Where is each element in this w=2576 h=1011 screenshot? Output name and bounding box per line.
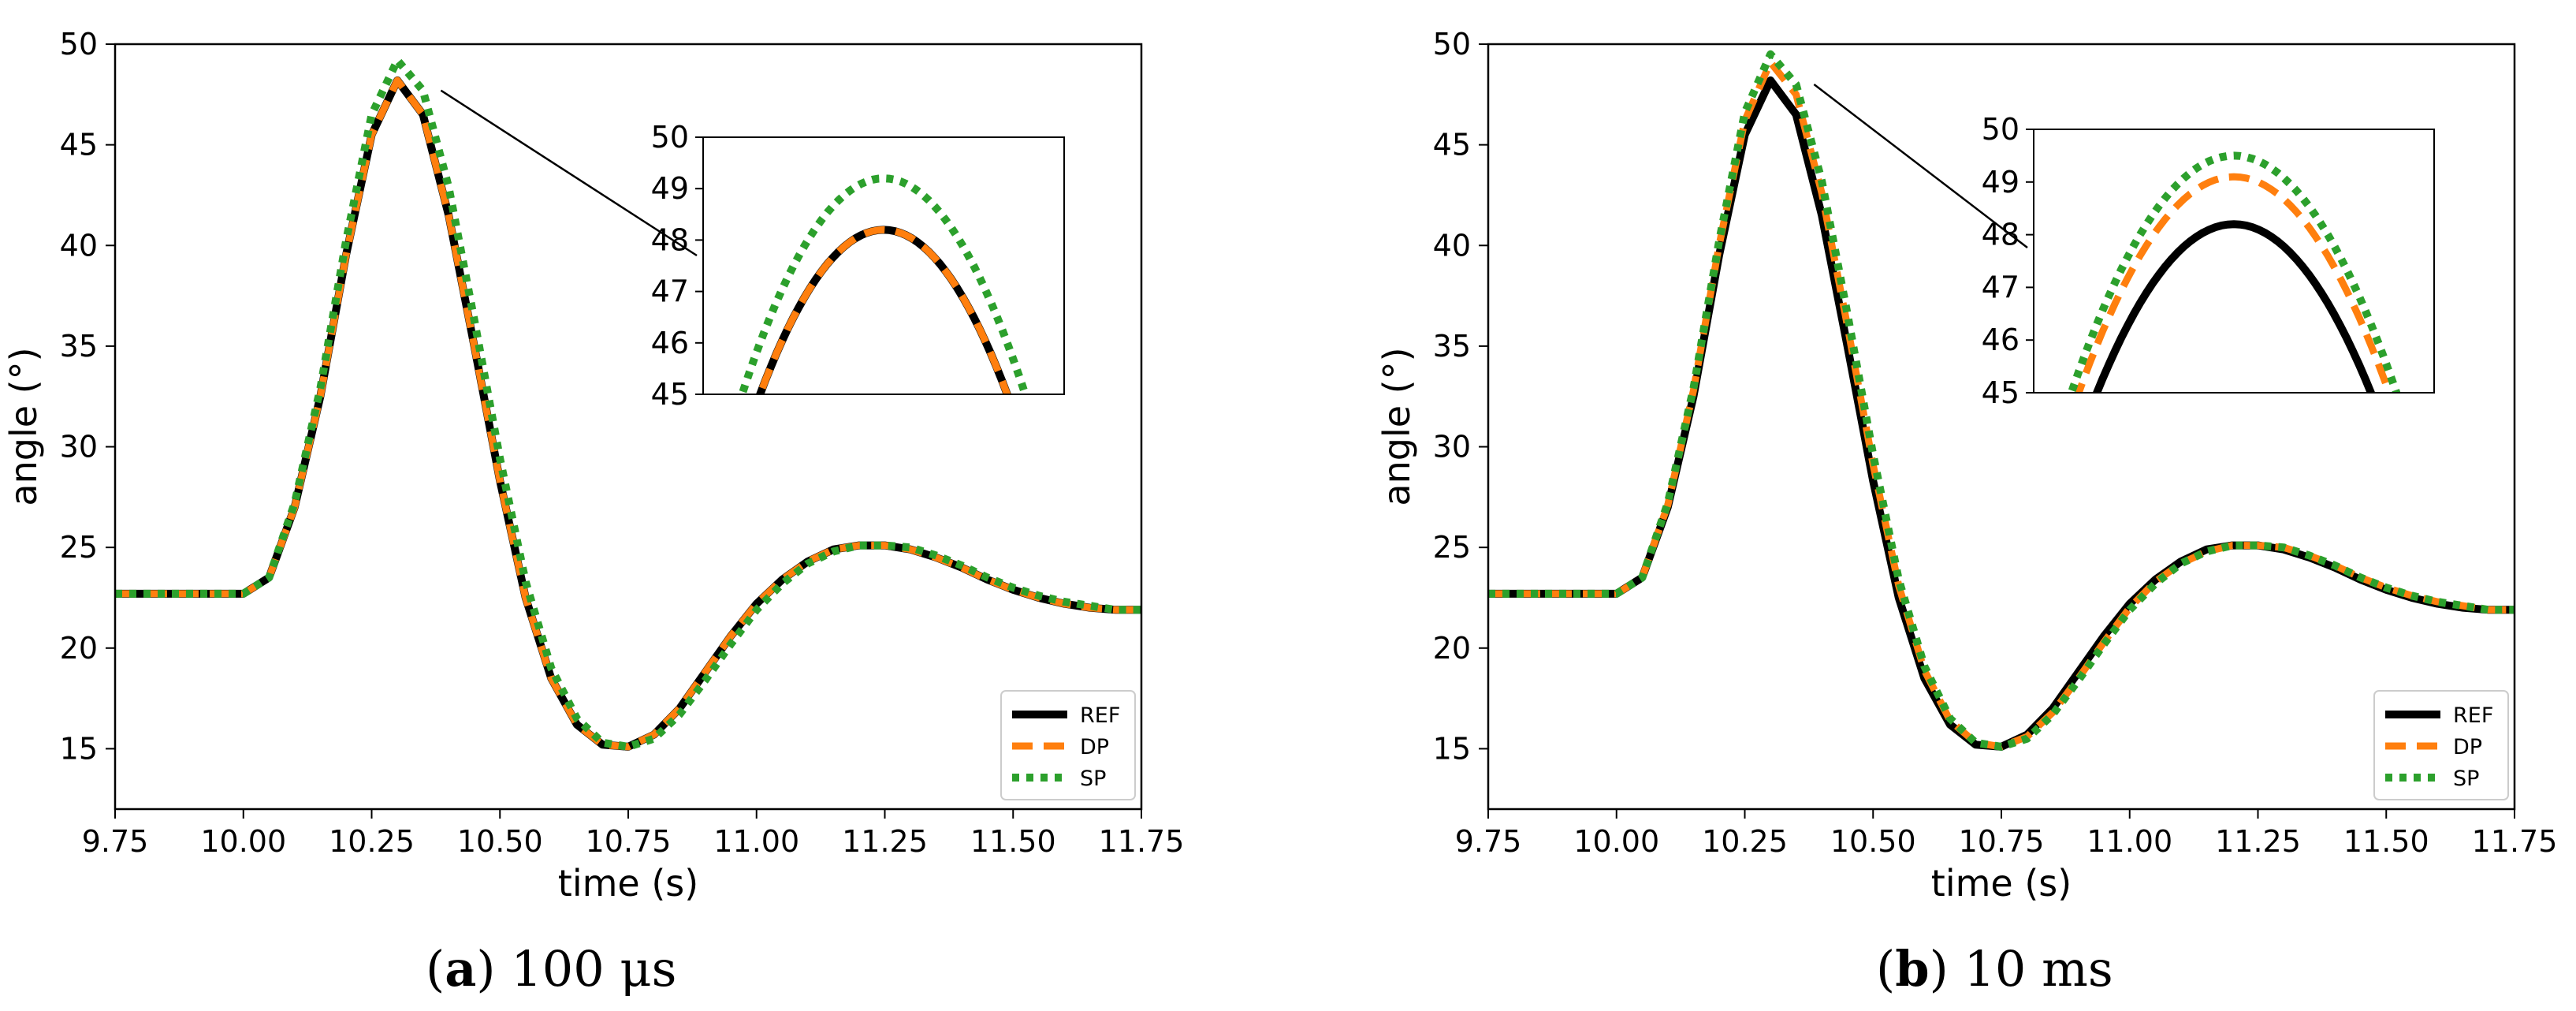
panel-a: 9.75 10.00 10.25 10.50 10.75 11.00 11.25 11.50 1… [2, 27, 1184, 998]
legend: REF DP SP [2373, 690, 2509, 800]
x-tick-label: 10.50 [1830, 824, 1916, 859]
inset-y-tick-label: 46 [651, 326, 689, 360]
legend-label-sp: SP [1080, 767, 1106, 791]
y-tick-label: 40 [60, 228, 98, 263]
x-tick-label: 9.75 [1455, 824, 1522, 859]
x-tick-label: 11.50 [970, 824, 1056, 859]
inset-frame [2033, 129, 2435, 394]
panel-caption: (a) 100 μs [426, 940, 676, 998]
inset-zoom: 45 46 47 48 49 50 [651, 120, 1065, 412]
x-tick-label: 9.75 [82, 824, 149, 859]
y-axis-label: angle (°) [1375, 347, 1418, 506]
series-line-dp [1488, 58, 2515, 751]
inset-y-tick-label: 48 [651, 222, 689, 257]
legend: REF DP SP [1000, 690, 1136, 800]
x-tick-label: 11.00 [713, 824, 799, 859]
x-tick-label: 11.50 [2343, 824, 2429, 859]
panel-caption: (b) 10 ms [1876, 940, 2113, 998]
x-tick-label: 10.00 [200, 824, 286, 859]
caption-text: 100 μs [511, 940, 676, 998]
legend-label-ref: REF [2453, 703, 2493, 728]
y-tick-label: 50 [60, 27, 98, 62]
x-axis-label: time (s) [1931, 862, 2072, 905]
inset-line-sp [2067, 151, 2401, 393]
panel-b: 9.75 10.00 10.25 10.50 10.75 11.00 11.25 11.50 1… [1375, 27, 2557, 998]
inset-y-tick-label: 50 [1982, 112, 2019, 147]
x-tick-label: 10.25 [1702, 824, 1788, 859]
inset-line-ref [2092, 220, 2376, 393]
y-tick-label: 35 [60, 329, 98, 364]
x-tick-label: 10.00 [1573, 824, 1659, 859]
inset-y-tick-label: 50 [651, 120, 689, 155]
y-tick-label: 50 [1433, 27, 1471, 62]
inset-line-dp [756, 226, 1011, 394]
zoom-connector-line [440, 89, 698, 257]
x-tick-label: 10.75 [586, 824, 672, 859]
y-tick-label: 45 [1433, 128, 1471, 162]
inset-y-tick-label: 49 [651, 171, 689, 206]
y-tick-label: 15 [1433, 731, 1471, 766]
caption-letter: b [1895, 940, 1929, 998]
inset-y-tick-label: 47 [651, 274, 689, 309]
y-tick-label: 20 [1433, 631, 1471, 666]
legend-label-dp: DP [2453, 735, 2482, 759]
x-tick-label: 11.25 [842, 824, 928, 859]
y-tick-label: 30 [1433, 430, 1471, 464]
inset-frame [702, 136, 1065, 395]
y-tick-label: 45 [60, 128, 98, 162]
x-tick-label: 10.25 [329, 824, 415, 859]
y-tick-label: 35 [1433, 329, 1471, 364]
x-tick-label: 11.75 [1099, 824, 1185, 859]
x-tick-label: 11.25 [2215, 824, 2301, 859]
zoom-connector-line [1813, 84, 2028, 248]
inset-y-tick-label: 48 [1982, 218, 2019, 252]
caption-letter: a [445, 940, 476, 998]
legend-label-sp: SP [2453, 767, 2479, 791]
legend-label-dp: DP [1080, 735, 1109, 759]
x-tick-label: 10.75 [1959, 824, 2045, 859]
inset-y-tick-label: 45 [651, 377, 689, 412]
series-line-sp [1488, 50, 2515, 751]
y-tick-label: 30 [60, 430, 98, 464]
inset-zoom: 45 46 47 48 49 50 [1982, 112, 2435, 410]
y-tick-label: 25 [1433, 530, 1471, 565]
inset-y-tick-label: 49 [1982, 165, 2019, 200]
inset-line-dp [2075, 173, 2393, 393]
x-tick-label: 10.50 [457, 824, 543, 859]
y-tick-label: 20 [60, 631, 98, 666]
series-line-dp [115, 76, 1141, 751]
caption-text: 10 ms [1964, 940, 2113, 998]
x-tick-label: 11.75 [2472, 824, 2558, 859]
y-tick-label: 25 [60, 530, 98, 565]
y-tick-label: 15 [60, 731, 98, 766]
y-tick-label: 40 [1433, 228, 1471, 263]
x-tick-label: 11.00 [2086, 824, 2172, 859]
inset-y-tick-label: 45 [1982, 375, 2019, 410]
inset-background [703, 137, 1064, 394]
legend-label-ref: REF [1080, 703, 1120, 728]
x-axis-label: time (s) [558, 862, 698, 905]
inset-y-tick-label: 46 [1982, 323, 2019, 357]
inset-y-tick-label: 47 [1982, 270, 2019, 304]
series-line-sp [115, 56, 1141, 751]
y-axis-label: angle (°) [2, 347, 45, 506]
